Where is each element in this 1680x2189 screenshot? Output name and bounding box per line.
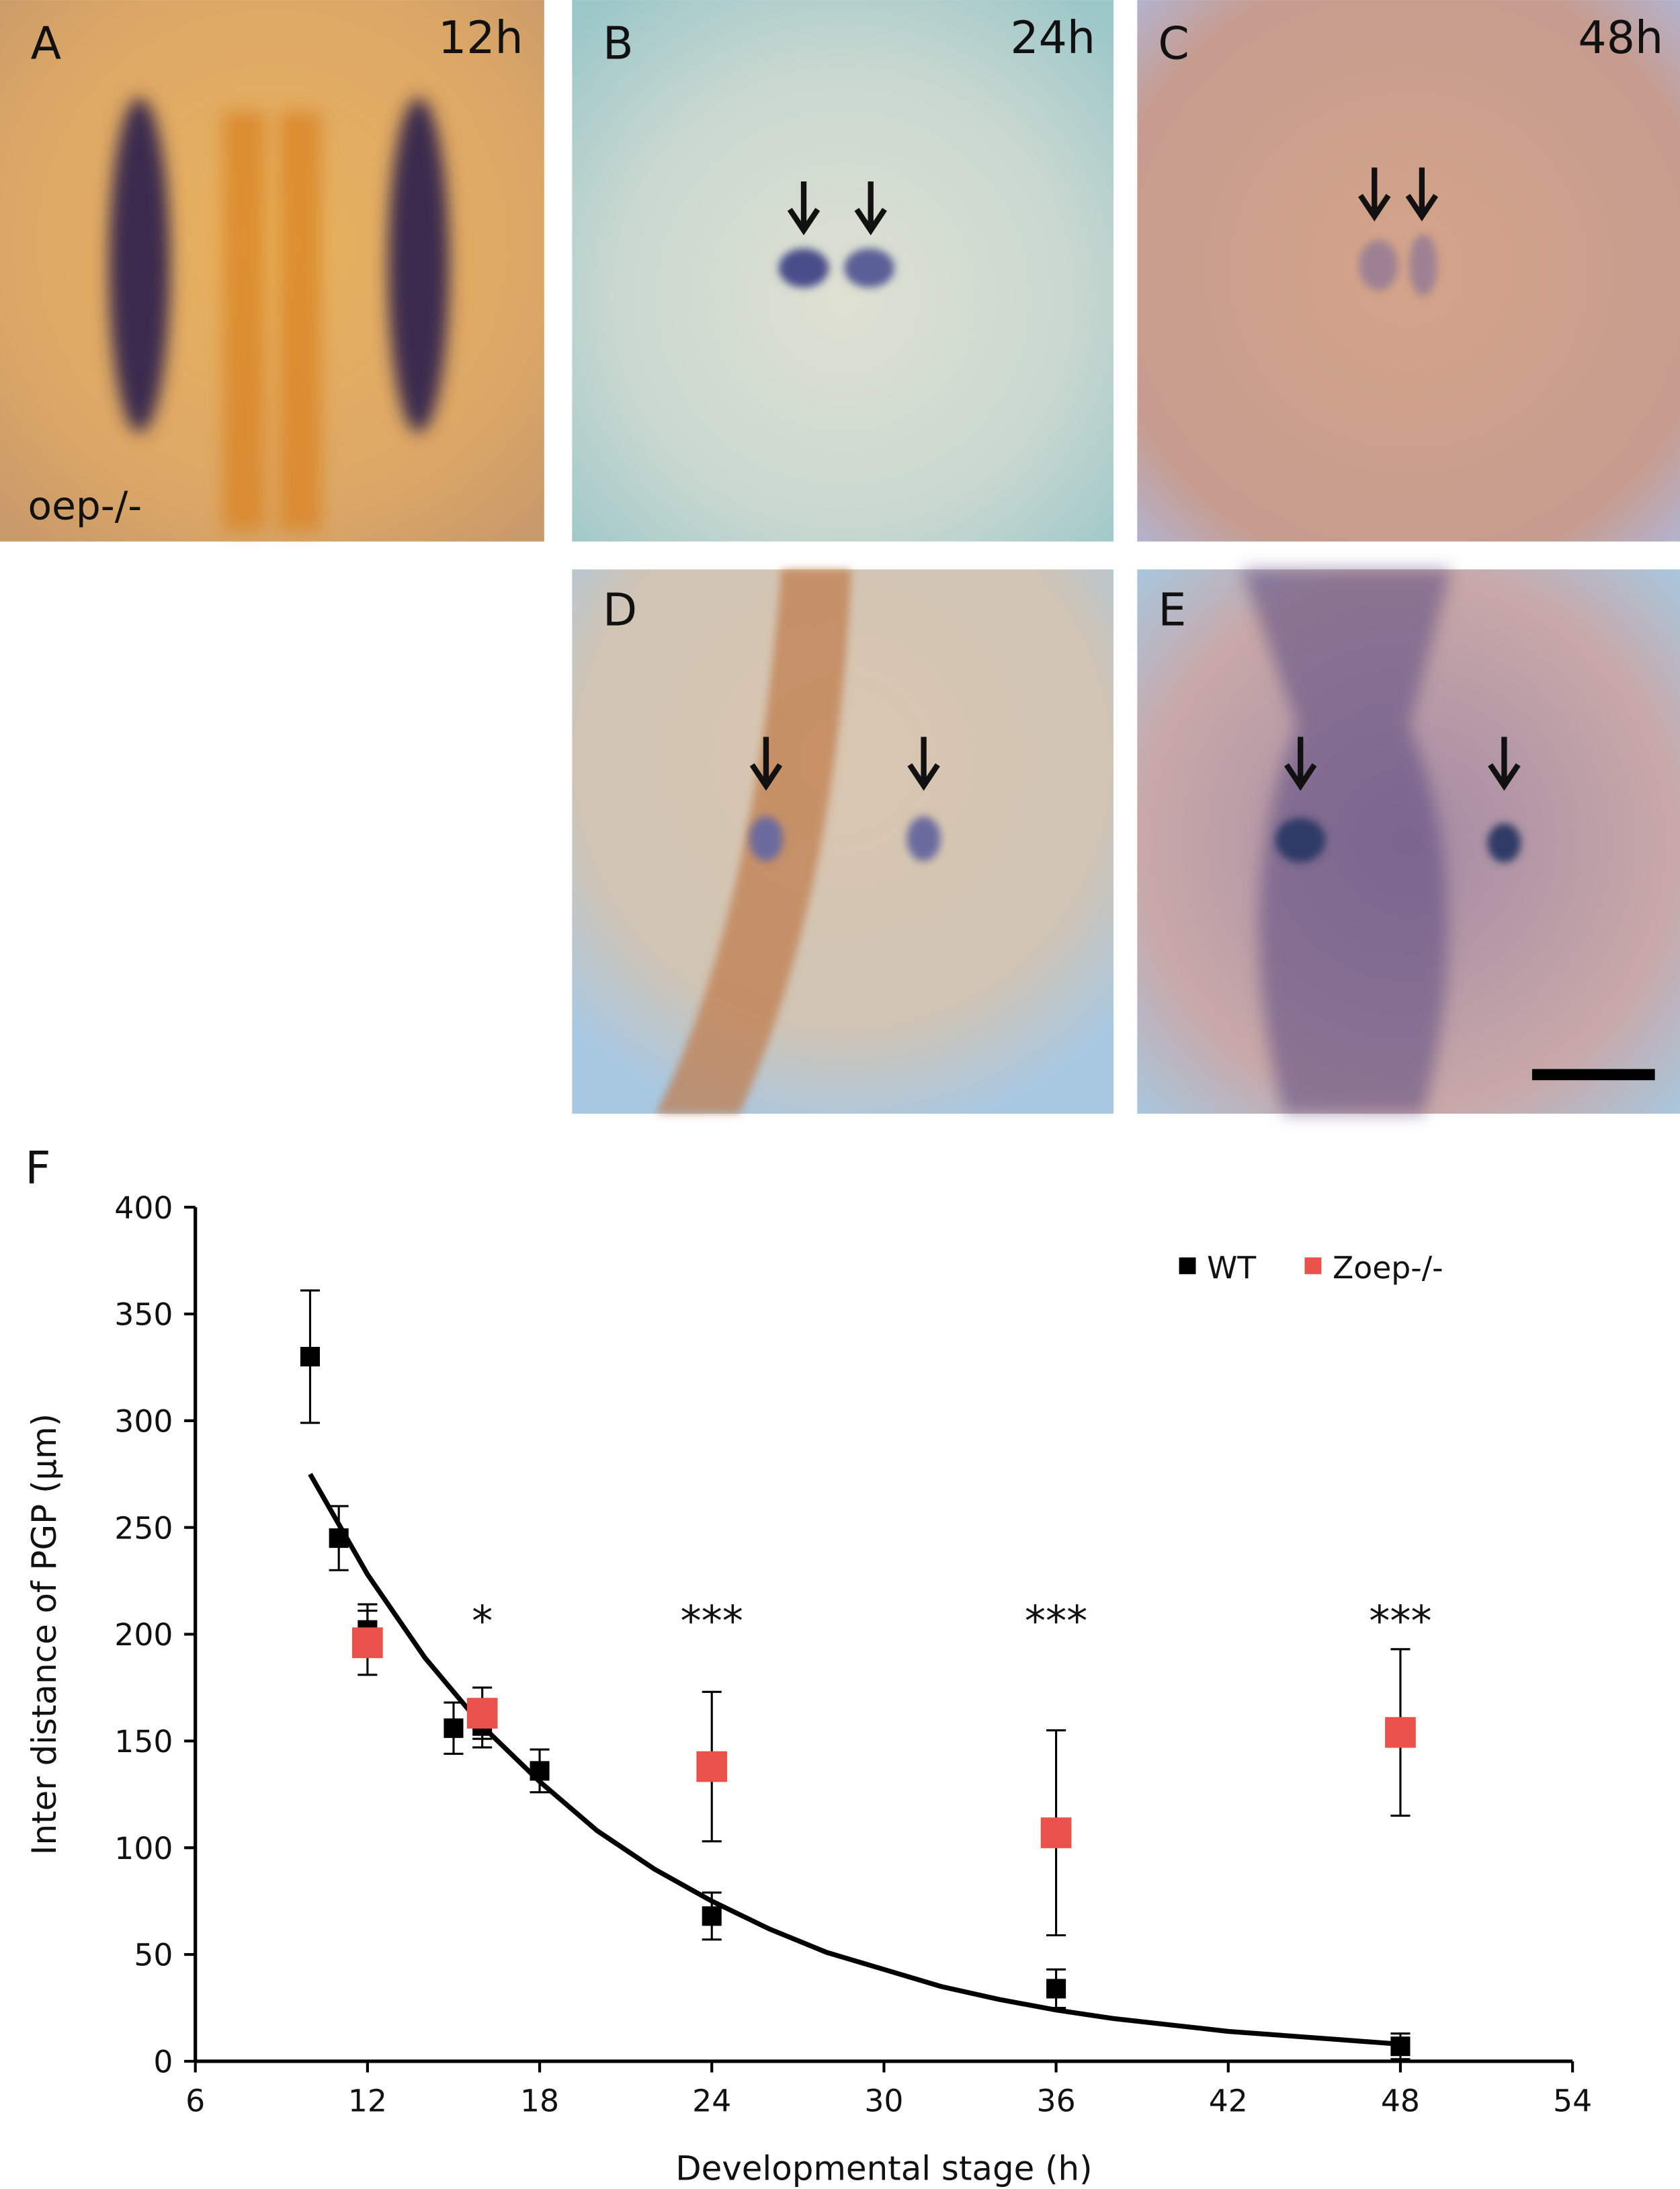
stripe	[279, 112, 321, 531]
marker	[329, 1528, 349, 1548]
arrow	[907, 737, 940, 791]
y-tick-label: 400	[114, 1190, 173, 1226]
marker	[352, 1627, 383, 1659]
scale-bar	[1531, 1069, 1655, 1081]
x-axis-label: Developmental stage (h)	[675, 2149, 1092, 2188]
x-tick-label: 42	[1209, 2083, 1248, 2119]
trendline	[308, 1473, 1401, 2047]
photo-panel-d: D	[572, 569, 1114, 1114]
photo-panel-c: C 48h	[1137, 0, 1680, 542]
photo-panel-e: E	[1137, 569, 1680, 1114]
marker	[1040, 1817, 1072, 1848]
stain	[844, 248, 894, 288]
marker	[702, 1906, 722, 1926]
stripe	[223, 112, 265, 531]
stain	[907, 816, 941, 862]
photo	[0, 0, 544, 542]
arrow	[787, 181, 821, 236]
legend-swatch	[1179, 1257, 1196, 1274]
y-tick-label: 150	[114, 1724, 173, 1760]
marker	[444, 1718, 464, 1738]
marker	[466, 1698, 498, 1729]
x-tick-label: 24	[692, 2083, 731, 2119]
panel-label: B	[603, 17, 634, 69]
panel-label: A	[31, 17, 61, 69]
x-tick-label: 54	[1553, 2083, 1592, 2119]
x-tick-label: 30	[864, 2083, 903, 2119]
photo	[1137, 0, 1680, 542]
arrow	[1358, 167, 1391, 222]
photo-panel-a: A 12h oep-/-	[0, 0, 544, 542]
marker	[1046, 1979, 1066, 1999]
x-tick-label: 18	[520, 2083, 559, 2119]
marker	[530, 1761, 550, 1781]
chart: 0 50 100 150 200 250 300 350 400 6 12 18 24 30 36 42 48 5…	[25, 1190, 1592, 2188]
marker	[696, 1751, 728, 1782]
photo	[572, 0, 1114, 542]
y-tick-label: 100	[114, 1831, 173, 1866]
photo-panel-b: B 24h	[572, 0, 1114, 542]
x-tick-label: 12	[348, 2083, 387, 2119]
legend-swatch	[1304, 1257, 1322, 1274]
x-tick-label: 6	[185, 2083, 205, 2119]
arrow	[1488, 737, 1521, 791]
annotation: ***	[681, 1597, 743, 1646]
marker	[1385, 1717, 1416, 1748]
panel-label: C	[1158, 17, 1189, 69]
stain	[1359, 240, 1398, 290]
stain	[1409, 234, 1437, 296]
legend-label: Zoep-/-	[1333, 1250, 1443, 1286]
marker	[300, 1347, 321, 1367]
tissue	[1242, 569, 1452, 1114]
y-tick-label: 300	[114, 1403, 173, 1439]
stain	[778, 248, 829, 288]
panel-label: E	[1158, 583, 1186, 636]
panel-time: 12h	[438, 11, 523, 64]
annotation: *	[472, 1597, 493, 1646]
y-tick-label: 250	[114, 1510, 173, 1546]
y-tick-label: 200	[114, 1617, 173, 1653]
y-tick-label: 0	[153, 2045, 173, 2080]
y-tick-label: 350	[114, 1297, 173, 1333]
stain	[749, 816, 783, 862]
panel-label: D	[603, 583, 637, 636]
panel-note: oep-/-	[28, 483, 142, 528]
panel-time: 48h	[1578, 11, 1663, 64]
arrow	[1284, 737, 1317, 791]
stain	[1275, 817, 1326, 863]
x-tick-label: 36	[1037, 2083, 1076, 2119]
stain	[1487, 823, 1521, 863]
legend-label: WT	[1207, 1250, 1257, 1286]
y-tick-label: 50	[134, 1938, 173, 1973]
stain	[388, 97, 450, 433]
x-tick-label: 48	[1381, 2083, 1420, 2119]
annotation: ***	[1025, 1597, 1087, 1646]
arrow	[854, 181, 887, 236]
stain	[108, 97, 171, 433]
y-axis-label: Inter distance of PGP (µm)	[25, 1413, 64, 1855]
marker	[1390, 2036, 1411, 2057]
arrow	[749, 737, 783, 791]
panel-time: 24h	[1010, 11, 1095, 64]
annotation: ***	[1369, 1597, 1431, 1646]
panel-label: F	[25, 1142, 50, 1194]
arrow	[1405, 167, 1439, 222]
